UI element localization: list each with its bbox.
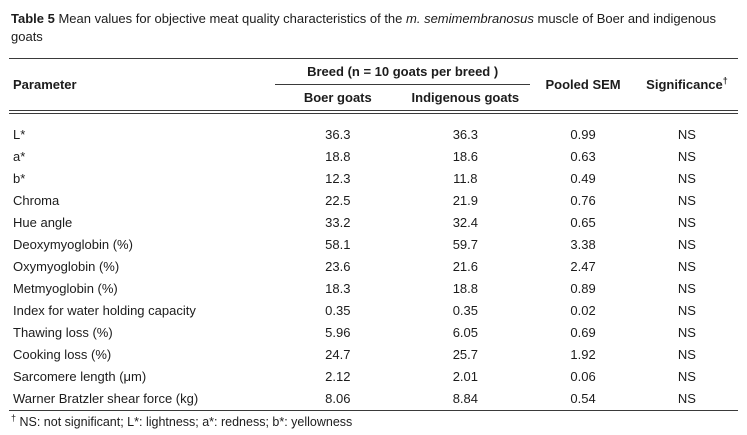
col-header-parameter: Parameter [9,58,276,115]
table-row: Chroma 22.5 21.9 0.76 NS [9,190,738,212]
table-row: Sarcomere length (μm) 2.12 2.01 0.06 NS [9,366,738,388]
cell-pooled-sem: 1.92 [570,347,596,363]
cell-pooled-sem: 0.06 [570,369,596,385]
cell-boer-value: 18.3 [325,281,351,297]
cell-parameter: Metmyoglobin (%) [13,281,118,297]
cell-boer-value: 33.2 [325,215,351,231]
cell-parameter: a* [13,149,26,165]
cell-parameter: Chroma [13,193,60,209]
cell-indigenous-value: 2.01 [452,369,478,385]
table-row: Warner Bratzler shear force (kg) 8.06 8.… [9,388,738,411]
cell-significance: NS [677,369,696,385]
cell-parameter: Cooking loss (%) [13,347,112,363]
cell-parameter: Thawing loss (%) [13,325,113,341]
significance-label: Significance [646,77,723,93]
cell-significance: NS [677,127,696,143]
col-header-significance: Significance† [635,58,738,115]
cell-boer-value: 36.3 [325,127,351,143]
cell-parameter: Sarcomere length (μm) [13,369,147,385]
table-row: Index for water holding capacity 0.35 0.… [9,300,738,322]
cell-indigenous-value: 18.6 [452,149,478,165]
cell-significance: NS [677,391,696,407]
cell-boer-value: 8.06 [325,391,351,407]
cell-parameter: Hue angle [13,215,73,231]
cell-boer-value: 58.1 [325,237,351,253]
cell-parameter: Oxymyoglobin (%) [13,259,120,275]
table-caption: Table 5 Mean values for objective meat q… [11,10,738,45]
col-header-pooled-sem: Pooled SEM [530,58,636,115]
cell-significance: NS [677,149,696,165]
cell-pooled-sem: 0.54 [570,391,596,407]
cell-parameter: Deoxymyoglobin (%) [13,237,133,253]
cell-significance: NS [677,347,696,363]
cell-pooled-sem: 0.76 [570,193,596,209]
table-row: Deoxymyoglobin (%) 58.1 59.7 3.38 NS [9,234,738,256]
footnote: † NS: not significant; L*: lightness; a*… [11,412,738,430]
col-header-boer-goats: Boer goats [275,84,401,115]
cell-boer-value: 23.6 [325,259,351,275]
cell-parameter: b* [13,171,26,187]
cell-indigenous-value: 25.7 [452,347,478,363]
cell-parameter: L* [13,127,26,143]
cell-significance: NS [677,171,696,187]
cell-pooled-sem: 0.69 [570,325,596,341]
cell-significance: NS [677,193,696,209]
cell-pooled-sem: 0.99 [570,127,596,143]
cell-boer-value: 12.3 [325,171,351,187]
cell-boer-value: 5.96 [325,325,351,341]
cell-significance: NS [677,215,696,231]
cell-significance: NS [677,237,696,253]
cell-indigenous-value: 18.8 [452,281,478,297]
table-row: b* 12.3 11.8 0.49 NS [9,168,738,190]
table-caption-text: Mean values for objective meat quality c… [54,11,407,26]
table-row: a* 18.8 18.6 0.63 NS [9,146,738,168]
cell-indigenous-value: 8.84 [452,391,478,407]
table-caption-text-after: muscle of Boer and indigenous goats [11,11,717,44]
cell-significance: NS [677,259,696,275]
cell-pooled-sem: 0.63 [570,149,596,165]
table-body: L* 36.3 36.3 0.99 NS a* 18.8 18.6 0.63 N… [9,112,738,411]
table-row: L* 36.3 36.3 0.99 NS [9,112,738,146]
table-row: Cooking loss (%) 24.7 25.7 1.92 NS [9,344,738,366]
cell-indigenous-value: 59.7 [452,237,478,253]
cell-pooled-sem: 0.02 [570,303,596,319]
col-header-breed-group: Breed (n = 10 goats per breed ) [275,58,531,86]
table-caption-italic: m. semimembranosus [406,11,534,26]
table-row: Hue angle 33.2 32.4 0.65 NS [9,212,738,234]
table-row: Oxymyoglobin (%) 23.6 21.6 2.47 NS [9,256,738,278]
cell-parameter: Warner Bratzler shear force (kg) [13,391,199,407]
cell-boer-value: 22.5 [325,193,351,209]
col-header-indigenous-goats: Indigenous goats [400,84,531,115]
cell-significance: NS [677,303,696,319]
cell-boer-value: 2.12 [325,369,351,385]
cell-boer-value: 0.35 [325,303,351,319]
footnote-text: NS: not significant; L*: lightness; a*: … [16,415,353,430]
cell-pooled-sem: 3.38 [570,237,596,253]
table-header: Parameter Breed (n = 10 goats per breed … [9,58,738,115]
cell-significance: NS [677,325,696,341]
cell-pooled-sem: 0.89 [570,281,596,297]
cell-indigenous-value: 21.6 [452,259,478,275]
table-row: Metmyoglobin (%) 18.3 18.8 0.89 NS [9,278,738,300]
cell-parameter: Index for water holding capacity [13,303,196,319]
cell-pooled-sem: 0.65 [570,215,596,231]
meat-quality-table: Parameter Breed (n = 10 goats per breed … [9,58,738,412]
table-row: Thawing loss (%) 5.96 6.05 0.69 NS [9,322,738,344]
cell-indigenous-value: 11.8 [453,171,478,187]
footnote-dagger-icon: † [11,412,17,423]
cell-indigenous-value: 21.9 [452,193,478,209]
cell-significance: NS [677,281,696,297]
cell-boer-value: 24.7 [325,347,351,363]
cell-indigenous-value: 32.4 [452,215,478,231]
cell-pooled-sem: 2.47 [570,259,596,275]
cell-indigenous-value: 36.3 [452,127,478,143]
cell-indigenous-value: 6.05 [452,325,478,341]
cell-pooled-sem: 0.49 [570,171,596,187]
cell-indigenous-value: 0.35 [452,303,478,319]
cell-boer-value: 18.8 [325,149,351,165]
table-caption-label: Table 5 [11,11,55,26]
significance-dagger-icon: † [722,75,728,86]
